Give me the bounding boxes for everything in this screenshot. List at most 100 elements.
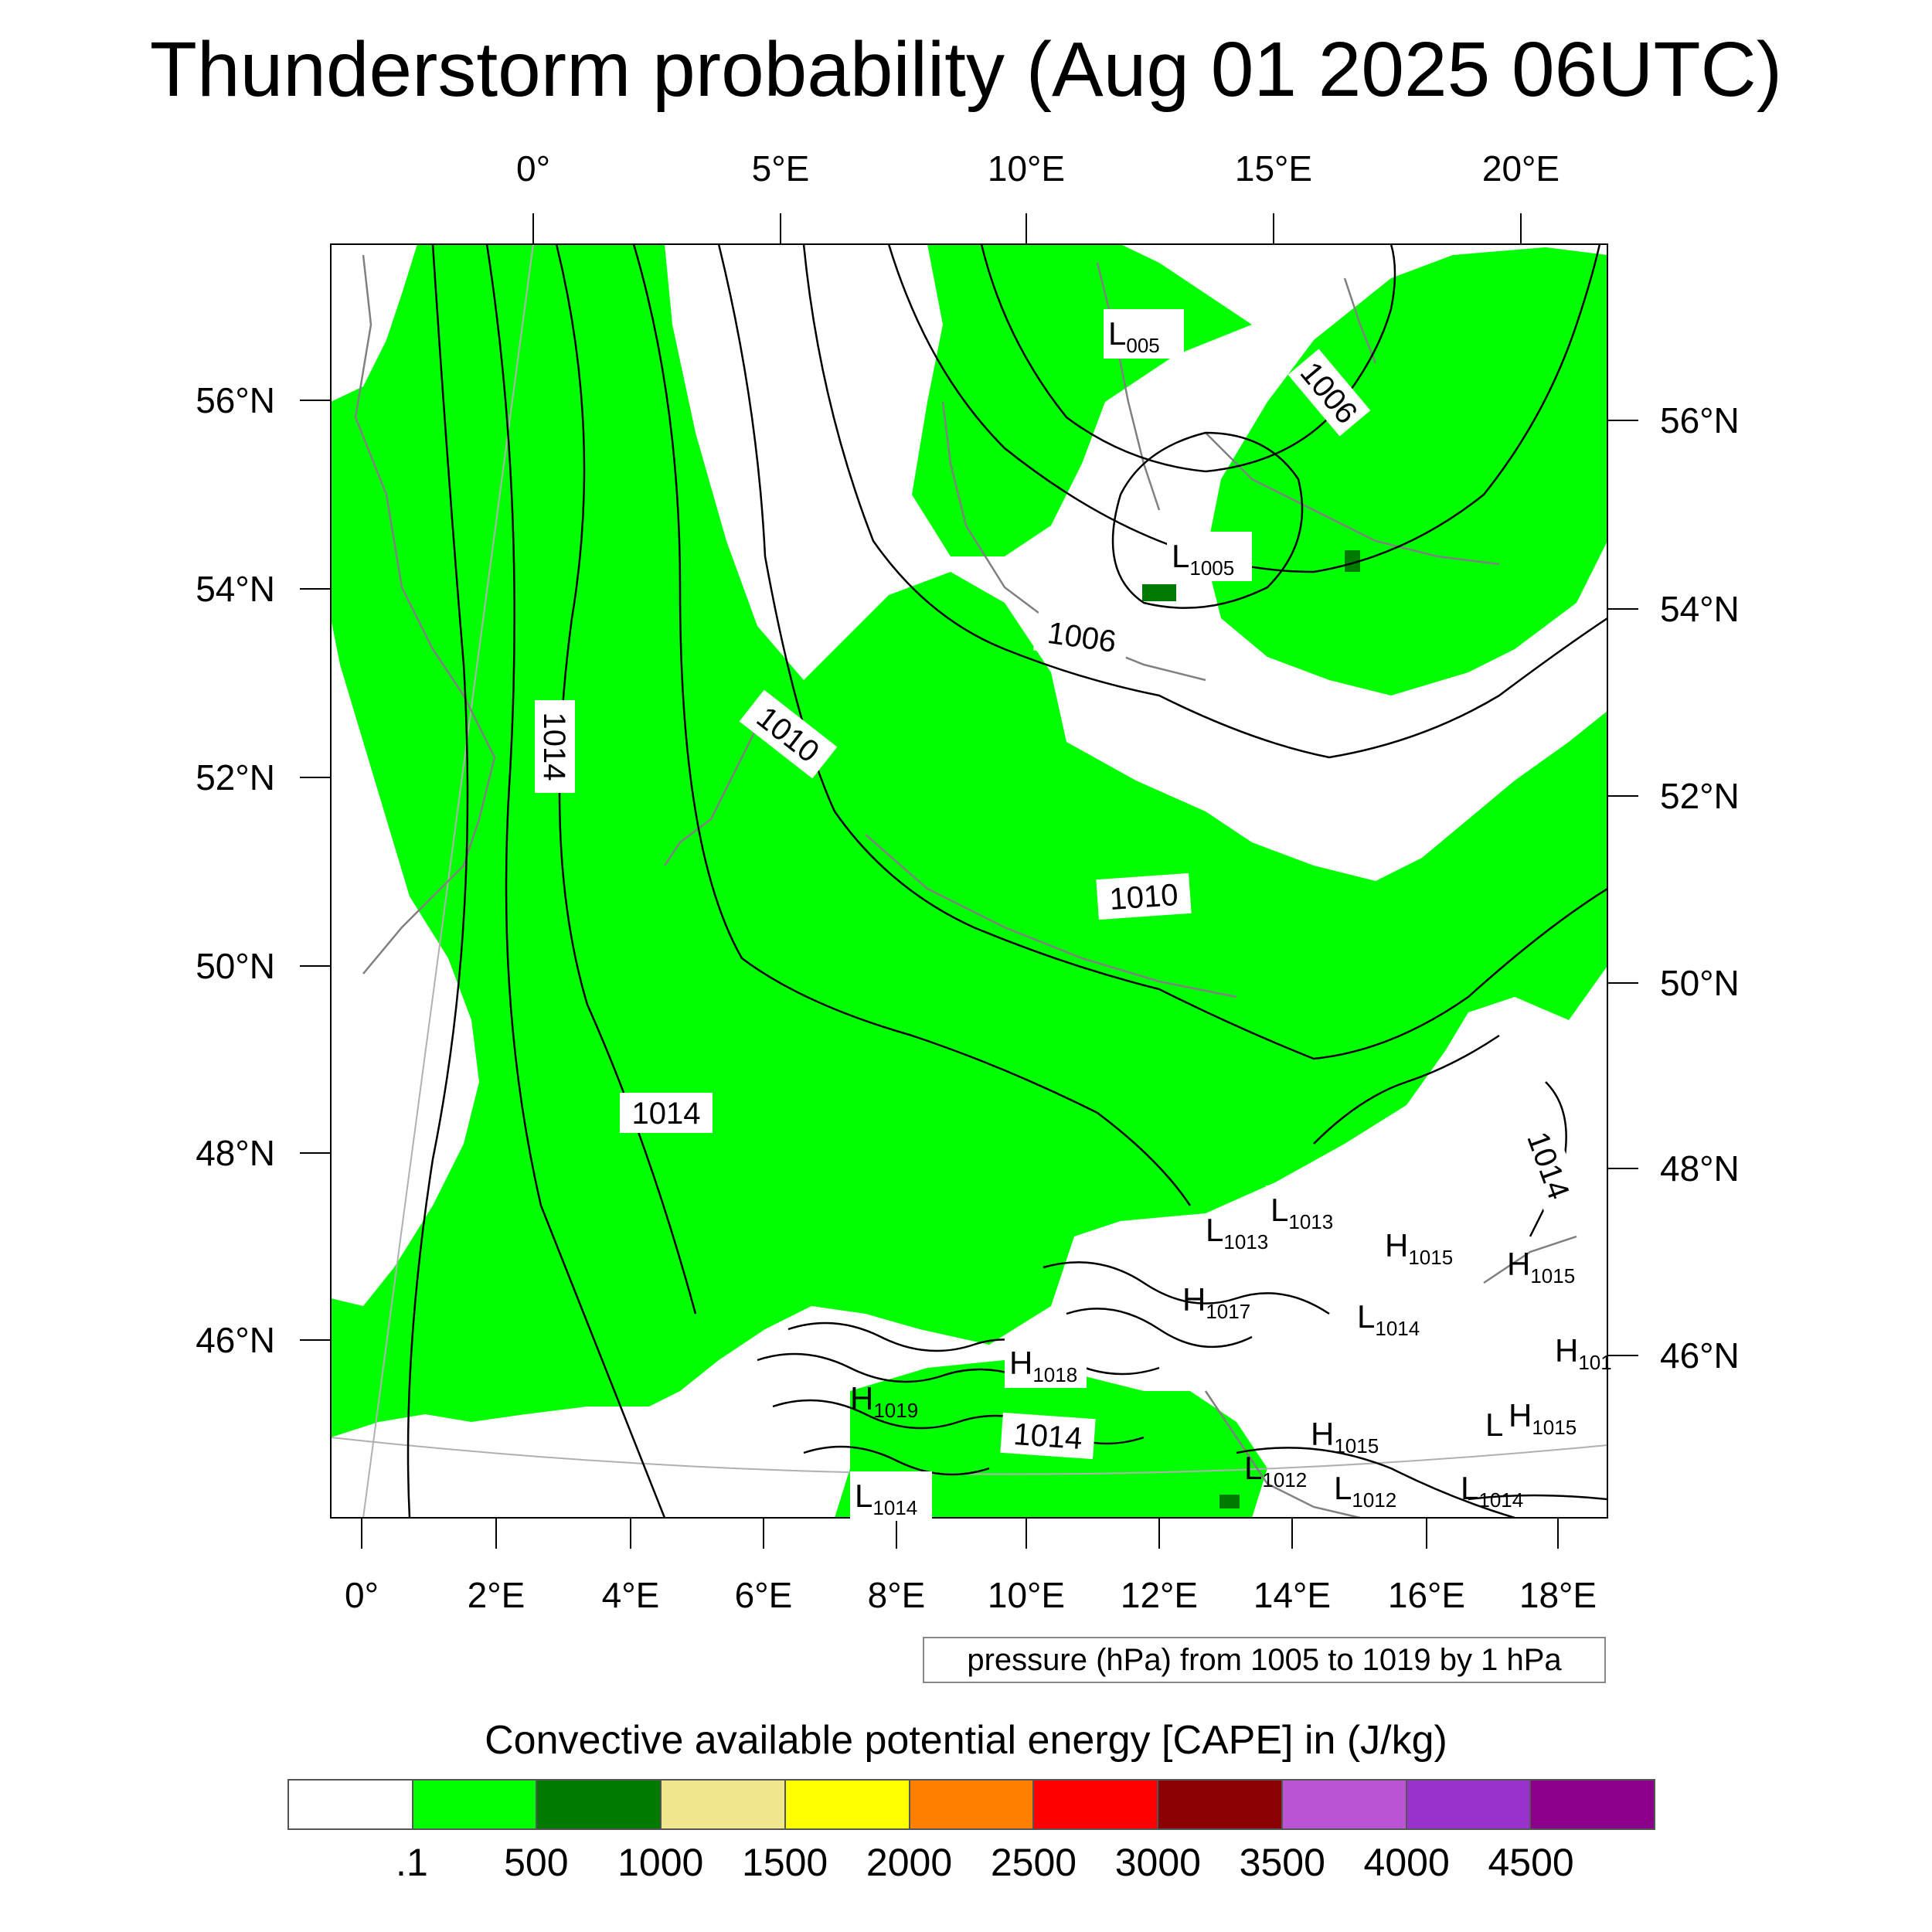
isobar-label: 1014: [632, 1097, 701, 1131]
pressure-center-value: 1015: [1408, 1246, 1453, 1269]
colorbar-label: 2000: [866, 1841, 953, 1884]
cape-region: [331, 244, 1607, 1437]
pressure-center-letter: L: [1172, 538, 1189, 574]
pressure-center-label: L1012: [1244, 1450, 1307, 1492]
top-lon-label: 5°E: [752, 148, 810, 189]
map-field: [331, 244, 1607, 1518]
colorbar-label: 1500: [742, 1841, 828, 1884]
isobar-label-bg: [739, 689, 838, 779]
pressure-center-letter: H: [1509, 1397, 1532, 1434]
pressure-center-bg: [850, 1471, 932, 1521]
colorbar: [287, 1779, 1655, 1830]
pressure-center-label: H1015: [1311, 1416, 1379, 1458]
pressure-center-label: H1015: [1385, 1227, 1453, 1269]
pressure-center-label: L1013: [1270, 1192, 1333, 1233]
bottom-lon-label: 14°E: [1253, 1575, 1331, 1615]
isobar-label: 1014: [1012, 1417, 1083, 1456]
pressure-center-value: 1015: [1334, 1434, 1379, 1458]
pressure-center-value: 1017: [1206, 1300, 1250, 1323]
pressure-center-letter: H: [1182, 1281, 1206, 1318]
colorbar-swatch: [1406, 1781, 1532, 1828]
top-lon-label: 0°: [516, 148, 550, 189]
pressure-center-letter: H: [1385, 1227, 1408, 1264]
right-lat-label: 48°N: [1660, 1148, 1740, 1189]
pressure-center-letter: H: [1507, 1246, 1530, 1282]
bottom-lon-labels: 0° 2°E 4°E 6°E 8°E 10°E 12°E 14°E 16°E 1…: [345, 1575, 1597, 1615]
colorbar-swatch: [1531, 1781, 1655, 1828]
right-lat-label: 50°N: [1660, 963, 1740, 1003]
isobar-label-bg: [535, 700, 575, 793]
pressure-center-letter: L: [1357, 1298, 1375, 1335]
pressure-center-value: 1013: [1288, 1210, 1333, 1233]
isobar-label: 1010: [1108, 878, 1179, 917]
bottom-lon-label: 18°E: [1519, 1575, 1597, 1615]
left-lat-label: 48°N: [196, 1133, 275, 1173]
bottom-lon-label: 10°E: [988, 1575, 1065, 1615]
pressure-center-letter: H: [1311, 1416, 1334, 1452]
top-lon-label: 15°E: [1235, 148, 1312, 189]
coastlines: [354, 254, 1577, 1518]
right-lat-labels: 56°N 54°N 52°N 50°N 48°N 46°N: [1660, 400, 1740, 1376]
pressure-center-letter: L: [855, 1478, 872, 1514]
colorbar-label: 3500: [1239, 1841, 1325, 1884]
pressure-center-label: H1017: [1182, 1281, 1250, 1323]
left-lat-label: 52°N: [196, 757, 275, 798]
isobar-label: 1014: [537, 713, 571, 781]
pressure-center-letter: L: [1270, 1192, 1288, 1228]
pressure-center-bg: [1005, 1338, 1087, 1388]
pressure-center-letter: L: [1461, 1470, 1478, 1506]
pressure-center-label: L1014: [855, 1478, 917, 1519]
isobar-label-bg: [1096, 872, 1192, 920]
colorbar-swatch: [1282, 1781, 1407, 1828]
pressure-center-letter: L: [1206, 1212, 1223, 1248]
pressure-center-value: 1019: [873, 1399, 918, 1422]
pressure-center-letter: H: [1555, 1332, 1578, 1369]
pressure-center-value: 1015: [1532, 1416, 1577, 1439]
right-lat-label: 56°N: [1660, 400, 1740, 440]
colorbar-swatch: [1158, 1781, 1283, 1828]
isobar-label-bg: [1515, 1117, 1583, 1213]
colorbar-label: 3000: [1114, 1841, 1201, 1884]
colorbar-label: 2500: [990, 1841, 1077, 1884]
pressure-center-letter: L: [1108, 315, 1126, 352]
left-lat-label: 54°N: [196, 569, 275, 609]
top-lon-label: 20°E: [1482, 148, 1560, 189]
colorbar-swatch: [662, 1781, 786, 1828]
pressure-contour-note: pressure (hPa) from 1005 to 1019 by 1 hP…: [923, 1637, 1606, 1683]
pressure-center-bg: [1167, 532, 1252, 581]
bottom-lon-label: 8°E: [868, 1575, 926, 1615]
pressure-center-value: 1005: [1189, 556, 1234, 580]
pressure-center-bg: [1266, 1185, 1348, 1235]
colorbar-label: 4000: [1363, 1841, 1450, 1884]
chart-title: Thunderstorm probability (Aug 01 2025 06…: [149, 26, 1783, 113]
left-lat-label: 46°N: [196, 1320, 275, 1360]
colorbar-swatch: [289, 1781, 413, 1828]
colorbar-label: 1000: [617, 1841, 704, 1884]
isobar-label-bg: [1000, 1412, 1096, 1460]
top-lon-labels: 0° 5°E 10°E 15°E 20°E: [516, 148, 1560, 189]
left-lat-label: 56°N: [196, 380, 275, 420]
isobar-label-bg: [1032, 610, 1131, 664]
pressure-center-label: L1014: [1357, 1298, 1420, 1340]
right-lat-label: 46°N: [1660, 1335, 1740, 1376]
pressure-center-label: L1013: [1206, 1212, 1268, 1253]
pressure-center-bg: [1104, 309, 1184, 359]
bottom-lon-label: 6°E: [735, 1575, 793, 1615]
pressure-center-label: H1015: [1509, 1397, 1577, 1439]
pressure-center-value: 1015: [1530, 1264, 1575, 1287]
pressure-center-value: 1014: [1375, 1317, 1420, 1340]
left-lat-labels: 56°N 54°N 52°N 50°N 48°N 46°N: [196, 380, 275, 1360]
bottom-lon-label: 16°E: [1388, 1575, 1465, 1615]
pressure-center-letter: L: [1334, 1470, 1352, 1506]
cape-region-north: [1206, 247, 1607, 696]
right-lat-label: 54°N: [1660, 589, 1740, 629]
pressure-centers: L005 L1005 L1013 L1013 H1015 H1015 H1017…: [850, 309, 1612, 1521]
left-lat-label: 50°N: [196, 946, 275, 986]
pressure-center-value: 1013: [1223, 1230, 1268, 1253]
bottom-lon-label: 2°E: [468, 1575, 526, 1615]
colorbar-swatch: [537, 1781, 662, 1828]
colorbar-title: Convective available potential energy [C…: [485, 1718, 1447, 1763]
pressure-center-label: L: [1485, 1406, 1503, 1443]
pressure-center-label: L1012: [1334, 1470, 1396, 1512]
